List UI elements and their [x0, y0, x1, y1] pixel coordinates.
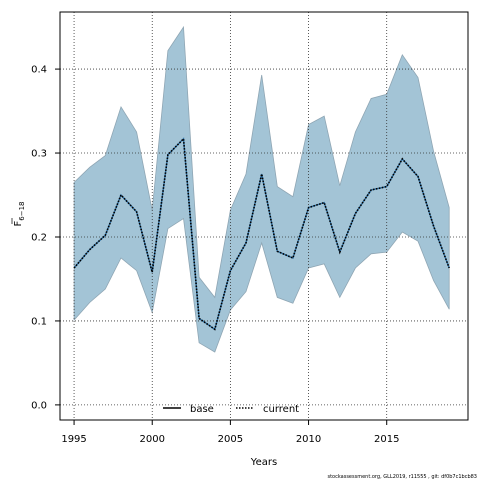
y-axis-title-main: F	[13, 221, 24, 227]
legend: base current	[163, 404, 299, 415]
x-axis-title: Years	[250, 457, 277, 468]
confidence-band	[73, 25, 450, 353]
y-tick-label: 0.3	[31, 149, 47, 160]
x-tick-label: 2000	[140, 434, 165, 445]
y-axis-title: F6−18	[13, 202, 26, 227]
legend-label-current: current	[263, 404, 299, 415]
x-tick-label: 2015	[374, 434, 399, 445]
y-axis: 0.0 0.1 0.2 0.3 0.4	[31, 65, 60, 411]
plot-area	[60, 12, 468, 420]
x-tick-label: 2005	[218, 434, 243, 445]
x-axis: 1995 2000 2005 2010 2015	[61, 420, 399, 445]
y-tick-label: 0.4	[31, 65, 47, 76]
caption: stockassessment.org, GLL2019, r11555 , g…	[327, 474, 477, 480]
y-tick-label: 0.2	[31, 232, 47, 243]
y-tick-label: 0.0	[31, 400, 47, 411]
grid	[60, 12, 468, 420]
current-series-line	[73, 136, 450, 331]
y-axis-title-group: F6−18	[11, 202, 26, 227]
x-tick-label: 2010	[296, 434, 321, 445]
plot-frame	[59, 11, 469, 421]
x-tick-label: 1995	[61, 434, 86, 445]
y-tick-label: 0.1	[31, 316, 47, 327]
legend-label-base: base	[190, 404, 214, 415]
y-axis-title-subscript: 6−18	[18, 202, 26, 221]
